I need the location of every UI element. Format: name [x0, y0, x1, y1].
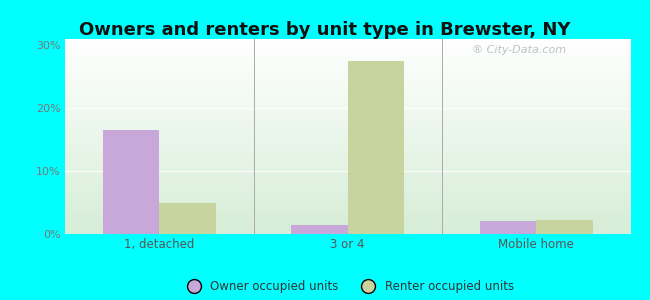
Legend: Owner occupied units, Renter occupied units: Owner occupied units, Renter occupied un… [177, 275, 519, 297]
Text: Owners and renters by unit type in Brewster, NY: Owners and renters by unit type in Brews… [79, 21, 571, 39]
Text: ® City-Data.com: ® City-Data.com [472, 45, 566, 55]
Bar [480, 221, 536, 234]
Bar [103, 130, 159, 234]
Bar [291, 225, 348, 234]
Bar [159, 202, 216, 234]
Bar [536, 220, 593, 234]
Bar [348, 61, 404, 234]
